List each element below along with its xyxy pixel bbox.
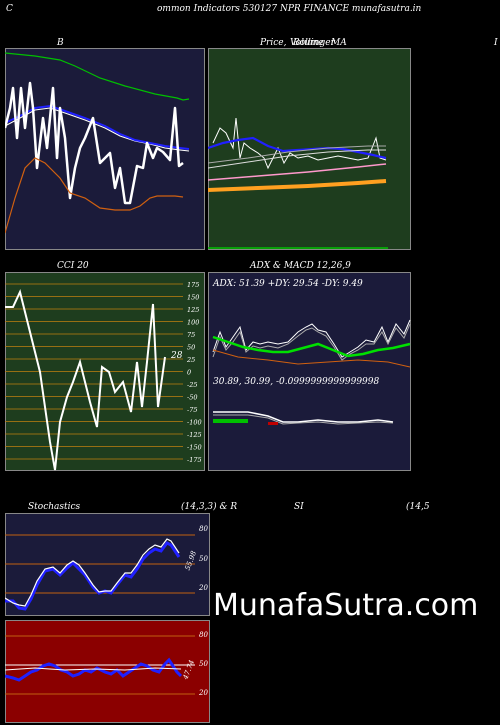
adx-line-white	[212, 319, 411, 358]
cci-tick-label: -100	[187, 419, 202, 427]
rsi-chart: 80 50 20 47.74	[5, 620, 210, 723]
stoch-tick-80: 80	[199, 525, 208, 533]
cci-tick-label: 50	[187, 344, 195, 352]
cci-tick-label: -175	[187, 456, 202, 464]
cci-tick-label: -150	[187, 444, 202, 452]
bb-ma-blue-line	[5, 104, 190, 150]
macd-values: 30.89, 30.99, -0.0999999999999998	[213, 377, 379, 387]
macd-histogram-green	[213, 419, 248, 423]
stoch-d-line	[5, 538, 180, 607]
pv-ma-orange-line	[208, 179, 387, 192]
adx-title: ADX & MACD 12,26,9	[250, 261, 351, 271]
bb-price-line	[5, 81, 184, 205]
watermark: MunafaSutra.com	[213, 588, 479, 623]
pv-ma-pink-line	[208, 163, 387, 181]
rsi-avg-line	[5, 667, 182, 671]
cci-chart: 175 150 125 100 75 50 25 0 -25 -50 -75 -100 -125 -150…	[5, 272, 205, 471]
rsi-tick-50: 50	[199, 660, 208, 668]
cci-value-label: 28	[170, 351, 183, 361]
macd-histogram-red	[268, 422, 278, 425]
rsi-tick-80: 80	[199, 631, 208, 639]
macd-signal-line	[213, 414, 394, 425]
pv-ma-white-line	[208, 149, 386, 169]
header-title: ommon Indicators 530127 NPR FINANCE muna…	[157, 4, 422, 14]
cci-tick-label: 100	[187, 319, 199, 327]
stoch-tick-50: 50	[199, 555, 208, 563]
stoch-k-line	[5, 541, 181, 611]
pv-title-d: Bollinger	[293, 38, 335, 48]
stoch-chart: 80 50 20 55.98	[5, 513, 210, 616]
cci-tick-label: -125	[187, 431, 202, 439]
cci-tick-label: 125	[187, 306, 199, 314]
stoch-title-a: Stochastics	[28, 502, 81, 512]
pv-price-line	[212, 117, 387, 170]
cci-tick-label: 0	[187, 369, 191, 377]
header-left: C	[6, 4, 13, 14]
cci-line	[5, 289, 166, 471]
rsi-line	[5, 657, 183, 682]
pv-title-a: Price,	[260, 38, 287, 48]
stoch-title-b: (14,3,3) & R	[181, 502, 238, 512]
pv-chart	[208, 48, 411, 250]
cci-tick-label: 25	[186, 356, 195, 364]
stoch-title-c: SI	[294, 502, 304, 512]
adx-chart: ADX: 51.39 +DY: 29.54 -DY: 9.49 30.89, 3…	[208, 272, 411, 471]
bb-ma-line	[5, 107, 190, 152]
bb-lower-line	[5, 157, 184, 234]
pv-ma-blue-line	[208, 136, 387, 160]
pv-title-c: MA	[331, 38, 347, 48]
stoch-title-d: (14,5	[406, 502, 430, 512]
pv-right-letter: I	[494, 38, 498, 48]
pv-title-b: Volume	[290, 38, 324, 48]
adx-line-green	[212, 335, 411, 358]
adx-values: ADX: 51.39 +DY: 29.54 -DY: 9.49	[212, 279, 363, 289]
bb-upper-line	[5, 52, 190, 101]
cci-tick-label: -50	[187, 394, 197, 402]
stoch-tick-20: 20	[198, 584, 208, 592]
cci-tick-label: -25	[187, 381, 197, 389]
bb-chart	[5, 48, 205, 250]
adx-line-gray	[212, 323, 411, 361]
cci-tick-label: 175	[187, 281, 199, 289]
cci-title: CCI 20	[57, 261, 89, 271]
adx-line-orange	[212, 349, 411, 368]
cci-tick-label: 150	[187, 294, 199, 302]
pv-ma-gray-line	[208, 145, 386, 164]
cci-tick-label: -75	[187, 406, 197, 414]
macd-line	[213, 411, 394, 423]
cci-tick-label: 75	[187, 331, 195, 339]
bb-title: B	[57, 38, 64, 48]
rsi-tick-20: 20	[198, 689, 208, 697]
